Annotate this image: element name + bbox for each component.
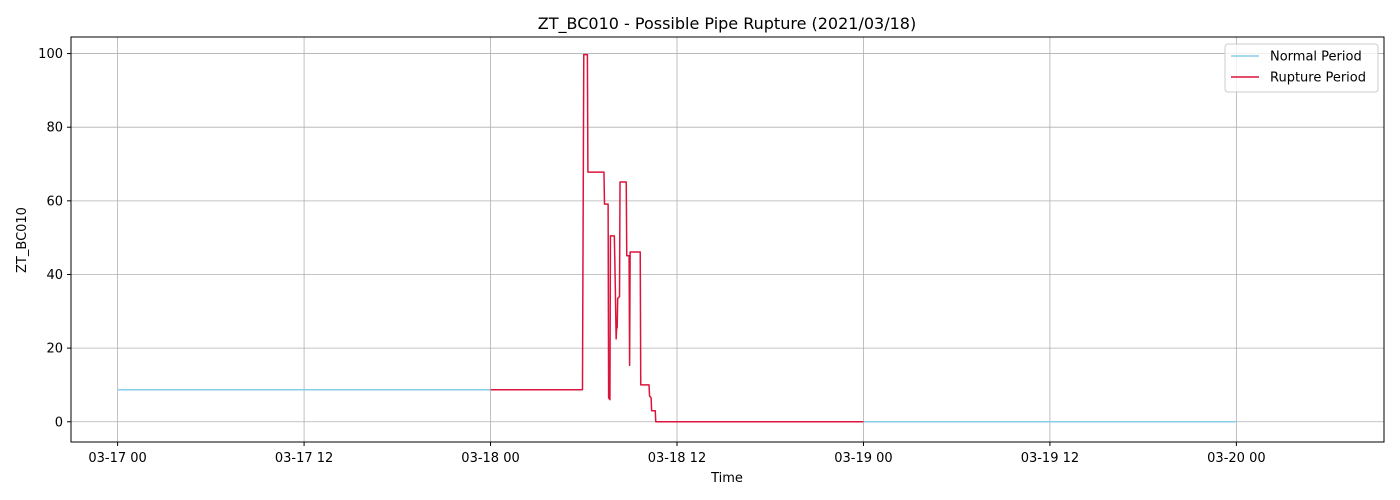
y-tick-label: 20 — [46, 342, 63, 357]
x-tick-label: 03-20 00 — [1207, 451, 1265, 466]
x-tick-label: 03-18 12 — [648, 451, 706, 466]
y-axis: 0 20 40 60 80 100 — [38, 47, 71, 430]
series-layer — [117, 53, 1237, 423]
y-tick-label: 60 — [46, 194, 63, 209]
legend-label-normal-period: Normal Period — [1270, 50, 1362, 65]
y-tick-label: 80 — [46, 121, 63, 136]
x-axis: 03-17 00 03-17 12 03-18 00 03-18 12 03-19 00… — [88, 442, 1266, 466]
rupture-period-line — [490, 53, 864, 423]
y-tick-label: 100 — [38, 47, 63, 62]
grid — [71, 37, 1384, 442]
plot-frame — [70, 36, 1385, 443]
y-tick-label: 40 — [46, 268, 63, 283]
y-tick-label: 0 — [55, 415, 63, 430]
legend-label-rupture-period: Rupture Period — [1270, 71, 1366, 86]
x-tick-label: 03-17 00 — [88, 451, 146, 466]
x-tick-label: 03-19 00 — [834, 451, 892, 466]
legend-box — [1224, 43, 1379, 93]
x-tick-label: 03-17 12 — [275, 451, 333, 466]
x-tick-label: 03-19 12 — [1021, 451, 1079, 466]
chart-title: ZT_BC010 - Possible Pipe Rupture (2021/0… — [538, 14, 916, 34]
x-tick-label: 03-18 00 — [461, 451, 519, 466]
legend: Normal Period Rupture Period — [1224, 43, 1379, 93]
y-axis-title: ZT_BC010 — [15, 207, 30, 273]
x-axis-title: Time — [710, 471, 743, 486]
